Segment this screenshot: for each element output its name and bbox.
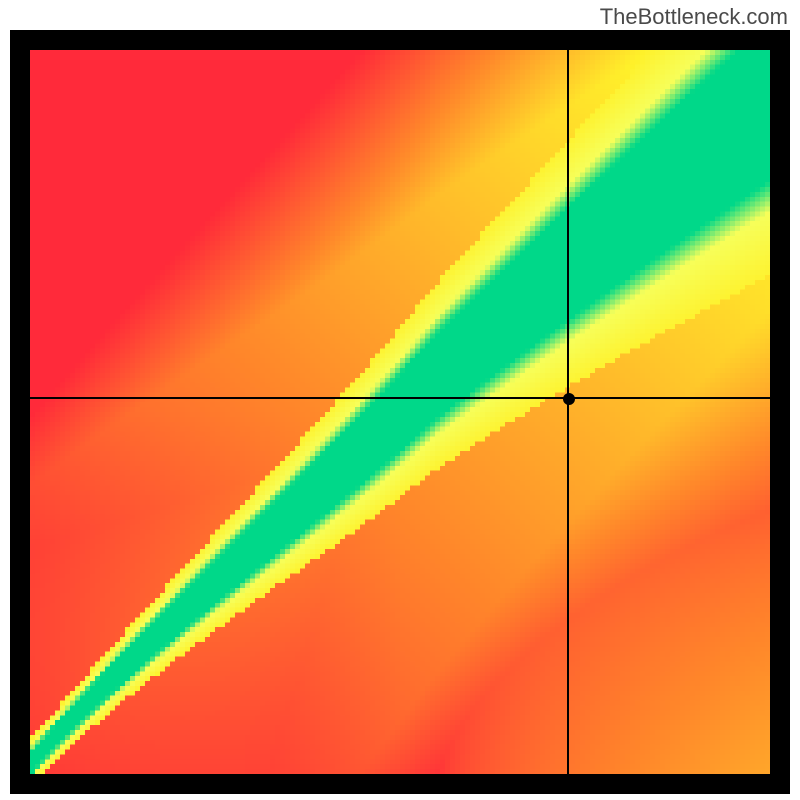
crosshair-vertical bbox=[567, 50, 569, 774]
attribution-text: TheBottleneck.com bbox=[600, 4, 788, 30]
bottleneck-heatmap bbox=[30, 50, 770, 774]
crosshair-horizontal bbox=[30, 397, 770, 399]
chart-container: TheBottleneck.com bbox=[0, 0, 800, 800]
